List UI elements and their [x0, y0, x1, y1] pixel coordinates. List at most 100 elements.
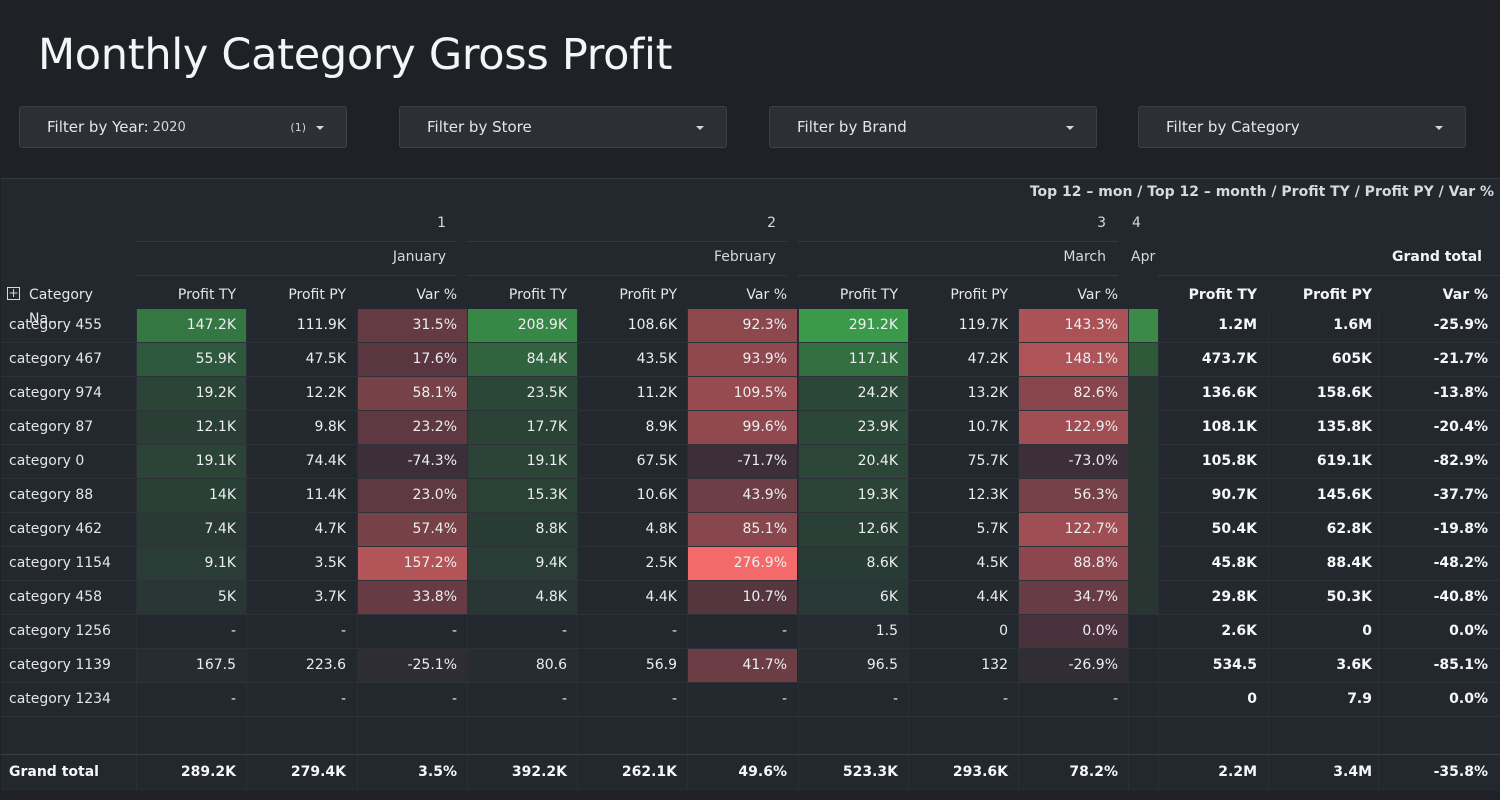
table-cell[interactable]: 157.2% — [357, 547, 467, 580]
total-cell[interactable]: 45.8K — [1211, 555, 1257, 571]
table-cell[interactable]: 14K — [136, 479, 246, 512]
table-cell[interactable]: 99.6% — [687, 411, 797, 444]
total-cell[interactable]: 0.0% — [1449, 623, 1488, 639]
table-cell[interactable]: 2.5K — [645, 555, 677, 571]
total-cell[interactable]: 1.6M — [1333, 317, 1372, 333]
table-cell[interactable]: 9.8K — [314, 419, 346, 435]
table-cell[interactable]: 3.5K — [314, 555, 346, 571]
total-cell[interactable]: 7.9 — [1347, 691, 1372, 707]
column-header[interactable]: Var % — [746, 287, 787, 303]
row-label[interactable]: category 462 — [9, 521, 103, 537]
total-cell[interactable]: -25.9% — [1433, 317, 1488, 333]
table-cell[interactable]: 23.9K — [798, 411, 908, 444]
total-cell[interactable]: 62.8K — [1326, 521, 1372, 537]
total-column-header[interactable]: Profit PY — [1302, 287, 1372, 303]
table-cell[interactable]: 4.4K — [976, 589, 1008, 605]
total-cell[interactable]: -20.4% — [1433, 419, 1488, 435]
table-cell[interactable]: -71.7% — [687, 445, 797, 478]
table-cell[interactable]: 1.5 — [798, 615, 908, 648]
table-cell[interactable]: - — [781, 623, 787, 639]
table-cell[interactable]: 84.4K — [467, 343, 577, 376]
table-cell[interactable]: 85.1% — [687, 513, 797, 546]
table-cell[interactable]: 12.3K — [967, 487, 1008, 503]
row-label[interactable]: category 1256 — [9, 623, 111, 639]
table-cell[interactable]: 11.4K — [305, 487, 346, 503]
total-cell[interactable]: 158.6K — [1316, 385, 1372, 401]
table-cell[interactable]: 108.6K — [627, 317, 677, 333]
total-cell[interactable]: -19.8% — [1433, 521, 1488, 537]
total-cell[interactable]: -13.8% — [1433, 385, 1488, 401]
row-label[interactable]: category 974 — [9, 385, 103, 401]
table-cell[interactable]: 9.4K — [467, 547, 577, 580]
total-cell[interactable]: -85.1% — [1433, 657, 1488, 673]
table-cell[interactable]: 147.2K — [136, 309, 246, 342]
row-label[interactable]: category 87 — [9, 419, 94, 435]
table-cell[interactable]: 5.7K — [976, 521, 1008, 537]
total-cell[interactable]: 3.6K — [1336, 657, 1372, 673]
total-cell[interactable]: 534.5 — [1212, 657, 1257, 673]
table-cell[interactable]: 17.7K — [467, 411, 577, 444]
table-cell[interactable]: 8.9K — [645, 419, 677, 435]
table-cell[interactable]: 56.3% — [1018, 479, 1128, 512]
row-label[interactable]: category 467 — [9, 351, 103, 367]
table-cell[interactable]: 19.1K — [467, 445, 577, 478]
table-cell[interactable]: 19.3K — [798, 479, 908, 512]
table-cell[interactable]: - — [561, 691, 567, 707]
filter-dropdown-3[interactable]: Filter by Brand — [769, 106, 1097, 148]
total-cell[interactable]: 29.8K — [1211, 589, 1257, 605]
table-cell[interactable]: 96.5 — [798, 649, 908, 682]
table-cell[interactable]: 74.4K — [305, 453, 346, 469]
expand-icon[interactable]: + — [7, 286, 20, 300]
table-cell[interactable]: 148.1% — [1018, 343, 1128, 376]
row-label[interactable]: category 1154 — [9, 555, 111, 571]
table-cell[interactable]: -26.9% — [1018, 649, 1128, 682]
chevron-down-icon[interactable] — [1066, 126, 1074, 130]
column-header[interactable]: Profit PY — [950, 287, 1008, 303]
table-cell[interactable]: 4.5K — [976, 555, 1008, 571]
chevron-down-icon[interactable] — [316, 126, 324, 130]
table-cell[interactable]: 93.9% — [687, 343, 797, 376]
total-cell[interactable]: 0 — [1362, 623, 1372, 639]
table-cell[interactable]: 23.0% — [357, 479, 467, 512]
chevron-down-icon[interactable] — [696, 126, 704, 130]
filter-dropdown-1[interactable]: Filter by Year: 2020 (1) — [19, 106, 347, 148]
table-cell[interactable]: - — [451, 623, 457, 639]
column-header[interactable]: Var % — [416, 287, 457, 303]
filter-dropdown-4[interactable]: Filter by Category — [1138, 106, 1466, 148]
table-cell[interactable]: 122.9% — [1018, 411, 1128, 444]
table-cell[interactable]: 143.3% — [1018, 309, 1128, 342]
table-cell[interactable]: 12.6K — [798, 513, 908, 546]
table-cell[interactable]: 43.5K — [636, 351, 677, 367]
table-cell[interactable]: 24.2K — [798, 377, 908, 410]
table-cell[interactable]: - — [230, 623, 236, 639]
total-cell[interactable]: 605K — [1331, 351, 1372, 367]
row-label[interactable]: category 1139 — [9, 657, 111, 673]
table-cell[interactable]: 117.1K — [798, 343, 908, 376]
table-cell[interactable]: 20.4K — [798, 445, 908, 478]
table-cell[interactable]: 12.2K — [305, 385, 346, 401]
table-cell[interactable]: -73.0% — [1018, 445, 1128, 478]
total-cell[interactable]: -37.7% — [1433, 487, 1488, 503]
total-column-header[interactable]: Profit TY — [1188, 287, 1257, 303]
table-cell[interactable]: 10.7K — [967, 419, 1008, 435]
table-cell[interactable]: 15.3K — [467, 479, 577, 512]
column-header[interactable]: Profit PY — [288, 287, 346, 303]
total-cell[interactable]: 619.1K — [1316, 453, 1372, 469]
total-cell[interactable]: 135.8K — [1316, 419, 1372, 435]
total-cell[interactable]: 50.4K — [1211, 521, 1257, 537]
total-cell[interactable]: -40.8% — [1433, 589, 1488, 605]
table-cell[interactable]: 4.7K — [314, 521, 346, 537]
total-cell[interactable]: 1.2M — [1218, 317, 1257, 333]
table-cell[interactable]: - — [671, 691, 677, 707]
table-cell[interactable]: 4.8K — [645, 521, 677, 537]
column-header[interactable]: Profit TY — [839, 287, 898, 303]
table-cell[interactable]: 6K — [798, 581, 908, 614]
table-cell[interactable]: - — [892, 691, 898, 707]
table-cell[interactable]: 223.6 — [305, 657, 346, 673]
table-cell[interactable]: 291.2K — [798, 309, 908, 342]
table-cell[interactable]: 19.2K — [136, 377, 246, 410]
table-cell[interactable]: 0 — [999, 623, 1008, 639]
table-cell[interactable]: 7.4K — [136, 513, 246, 546]
table-cell[interactable]: 47.5K — [305, 351, 346, 367]
table-cell[interactable]: 92.3% — [687, 309, 797, 342]
